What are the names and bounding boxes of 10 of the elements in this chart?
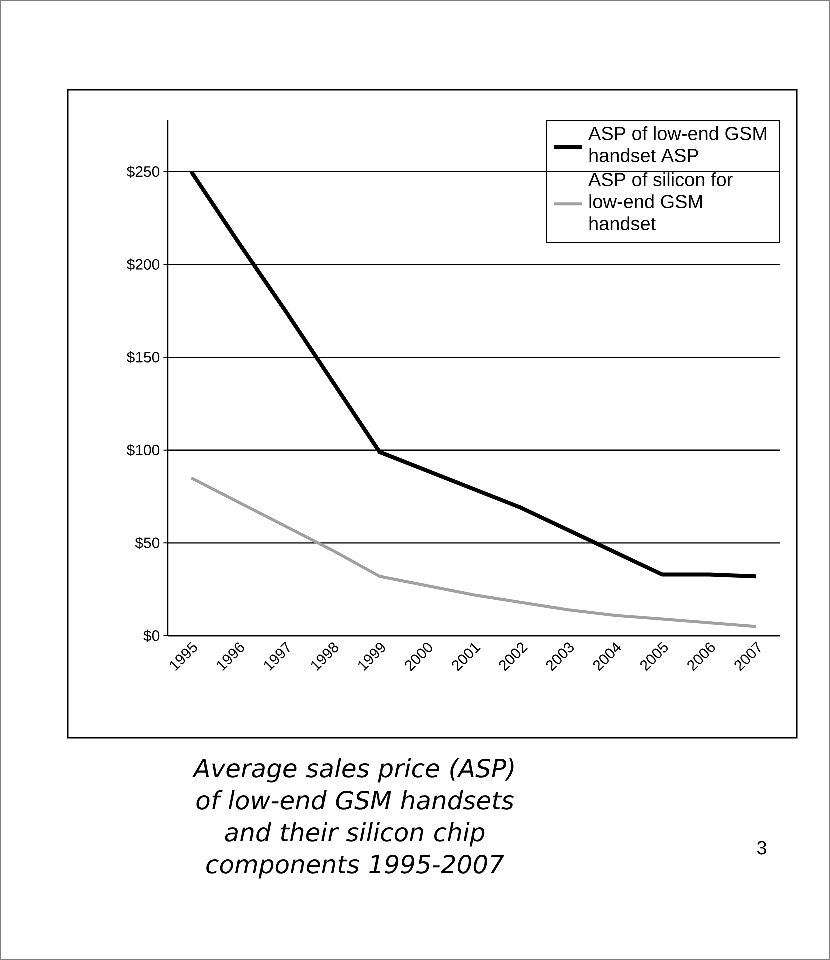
y-tick-label: $0	[144, 630, 160, 642]
y-tick-label: $150	[126, 352, 160, 364]
legend-label: ASP of low-end GSM handset ASP	[588, 126, 766, 162]
y-tick-label: $200	[126, 258, 160, 271]
legend-label: ASP of silicon for low-end GSM handset	[588, 172, 733, 231]
y-tick-label: $250	[126, 166, 160, 178]
y-tick-label: $50	[135, 537, 160, 550]
text: 3	[757, 841, 766, 855]
text: Average sales price (ASP) of low-end GSM handsets and their silicon chip components 1995-2007	[192, 758, 514, 879]
y-tick-label: $100	[126, 444, 160, 456]
